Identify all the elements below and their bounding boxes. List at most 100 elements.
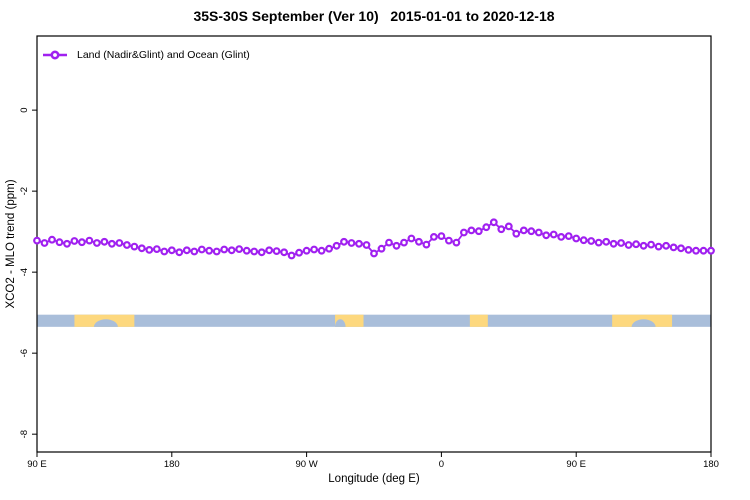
y-axis-label: XCO2 - MLO trend (ppm) xyxy=(5,179,17,309)
data-point-marker xyxy=(512,229,521,238)
data-point-marker xyxy=(594,238,603,247)
x-tick-label: 180 xyxy=(164,459,180,470)
ocean-notch xyxy=(631,319,656,327)
data-point-marker xyxy=(295,248,304,257)
legend: Land (Nadir&Glint) and Ocean (Glint) xyxy=(42,48,250,62)
data-point-marker xyxy=(77,238,86,247)
x-tick-label: 180 xyxy=(703,459,719,470)
x-axis-label: Longitude (deg E) xyxy=(328,473,420,485)
data-point-marker xyxy=(662,241,670,250)
land-segment xyxy=(469,314,488,327)
data-point-marker xyxy=(63,239,71,248)
y-tick-label: -8 xyxy=(19,430,30,438)
data-point-marker xyxy=(205,246,214,255)
data-point-marker xyxy=(107,239,116,248)
ocean-notch xyxy=(93,319,118,327)
data-point-marker xyxy=(355,239,363,248)
data-point-marker xyxy=(617,239,625,247)
data-point-marker xyxy=(474,227,483,236)
data-point-marker xyxy=(370,249,378,258)
y-tick-label: -4 xyxy=(19,268,30,276)
data-point-marker xyxy=(452,238,461,247)
data-point-marker xyxy=(669,243,678,252)
data-point-marker xyxy=(542,231,551,240)
data-point-marker xyxy=(227,246,236,255)
data-point-marker xyxy=(400,238,408,247)
x-tick-label: 90 E xyxy=(566,459,586,470)
data-point-marker xyxy=(557,232,566,241)
data-point-marker xyxy=(445,236,453,245)
data-point-marker xyxy=(684,245,693,254)
data-point-marker xyxy=(377,244,386,253)
data-point-marker xyxy=(707,246,715,255)
data-point-marker xyxy=(692,246,700,255)
data-point-marker xyxy=(100,237,109,246)
data-point-marker xyxy=(212,247,221,256)
data-point-marker xyxy=(564,232,573,241)
data-point-marker xyxy=(137,244,146,253)
data-point-marker xyxy=(272,247,281,256)
data-point-marker xyxy=(572,234,581,243)
legend-label: Land (Nadir&Glint) and Ocean (Glint) xyxy=(77,49,250,61)
data-point-marker xyxy=(587,237,596,245)
data-point-marker xyxy=(430,232,438,241)
data-point-marker xyxy=(167,246,176,255)
legend-marker xyxy=(43,50,67,60)
data-point-marker xyxy=(317,246,326,255)
data-point-marker xyxy=(250,247,259,256)
data-point-marker xyxy=(130,242,139,251)
data-point-marker xyxy=(437,232,446,241)
data-point-marker xyxy=(549,230,558,239)
data-point-marker xyxy=(519,226,528,235)
data-point-marker xyxy=(145,245,154,254)
ocean-band xyxy=(37,314,711,327)
data-point-marker xyxy=(85,236,94,245)
data-point-marker xyxy=(407,234,416,243)
data-point-marker xyxy=(460,228,468,237)
data-point-marker xyxy=(160,247,169,256)
data-point-marker xyxy=(340,237,348,246)
data-point-marker xyxy=(310,245,319,254)
data-point-marker xyxy=(489,218,498,227)
data-point-marker xyxy=(220,245,229,254)
y-tick-label: 0 xyxy=(19,107,30,112)
x-tick-label: 90 W xyxy=(296,459,318,470)
data-point-marker xyxy=(257,248,266,257)
data-point-marker xyxy=(287,251,296,260)
data-point-marker xyxy=(579,236,588,245)
data-point-marker xyxy=(497,225,506,234)
data-point-marker xyxy=(122,241,131,249)
data-point-marker xyxy=(325,244,334,253)
data-point-marker xyxy=(609,239,618,248)
data-point-marker xyxy=(33,236,41,245)
data-point-marker xyxy=(190,247,199,256)
data-point-marker xyxy=(92,239,101,247)
data-point-marker xyxy=(175,248,184,257)
data-point-marker xyxy=(677,244,685,253)
legend-circle-icon xyxy=(50,50,60,60)
data-point-marker xyxy=(40,239,49,247)
x-tick-label: 0 xyxy=(439,459,444,470)
data-point-marker xyxy=(527,227,536,236)
data-point-marker xyxy=(197,245,206,254)
data-point-marker xyxy=(152,245,161,254)
data-point-marker xyxy=(639,241,648,250)
data-point-marker xyxy=(632,240,640,249)
data-point-marker xyxy=(265,246,274,255)
data-point-marker xyxy=(182,246,191,255)
data-point-marker xyxy=(534,228,543,237)
data-point-marker xyxy=(280,248,289,257)
y-tick-label: -2 xyxy=(19,187,30,195)
data-point-marker xyxy=(242,246,251,255)
data-point-marker xyxy=(332,241,341,250)
data-point-marker xyxy=(48,235,56,244)
data-point-marker xyxy=(347,239,356,247)
data-point-marker xyxy=(504,222,513,231)
data-point-marker xyxy=(55,238,64,247)
data-point-marker xyxy=(302,246,311,255)
data-point-marker xyxy=(482,223,491,232)
data-point-marker xyxy=(602,237,611,246)
data-point-marker xyxy=(699,246,708,255)
